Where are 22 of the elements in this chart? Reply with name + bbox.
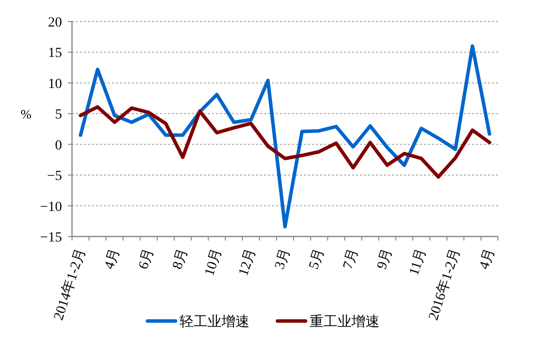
y-tick-label: 0 <box>55 138 62 154</box>
x-tick-label: 6月 <box>136 246 158 272</box>
y-axis-title: % <box>20 106 32 122</box>
x-tick-label: 3月 <box>272 246 294 272</box>
x-tick-label: 7月 <box>340 246 362 272</box>
y-tick-label: 10 <box>48 76 62 92</box>
y-tick-label: −15 <box>40 230 62 246</box>
x-tick-label: 5月 <box>306 246 328 272</box>
y-tick-label: 20 <box>48 16 62 30</box>
x-tick-label: 4月 <box>477 246 498 272</box>
y-tick-label: 5 <box>55 108 62 123</box>
x-tick-label: 2014年1-2月 <box>50 246 89 322</box>
x-tick-label: 9月 <box>374 246 396 272</box>
x-tick-label: 12月 <box>236 246 260 278</box>
y-tick-label: −5 <box>47 169 62 184</box>
x-tick-label: 10月 <box>202 246 226 278</box>
x-tick-label: 8月 <box>170 246 192 272</box>
x-tick-label: 4月 <box>102 246 124 272</box>
y-tick-label: 15 <box>48 46 62 62</box>
legend-label: 轻工业增速 <box>180 314 250 330</box>
y-tick-label: −10 <box>40 200 62 215</box>
legend-label: 重工业增速 <box>310 314 380 330</box>
